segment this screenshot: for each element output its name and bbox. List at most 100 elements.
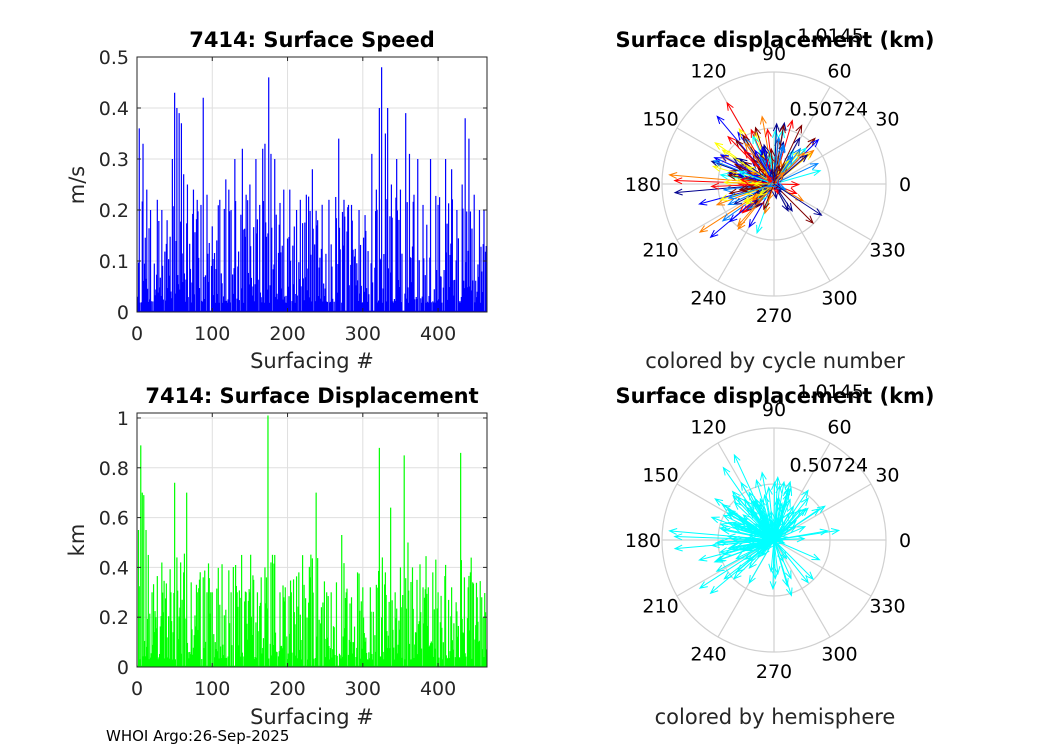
speed-x-tick-labels: 0 100 200 300 400 xyxy=(131,323,456,345)
displacement-arrow xyxy=(773,164,781,185)
rose-cycle-angle-label: 0 xyxy=(899,174,911,196)
displacement-title: 7414: Surface Displacement xyxy=(145,384,478,408)
speed-title: 7414: Surface Speed xyxy=(189,28,435,52)
displacement-x-label: Surfacing # xyxy=(250,705,374,729)
displacement-y-label: km xyxy=(65,524,89,557)
rose-cycle-angle-label: 210 xyxy=(642,240,678,262)
speed-x-tick: 0 xyxy=(131,323,143,345)
displacement-y-tick: 0.2 xyxy=(99,607,129,629)
rose-hemisphere-angle-label: 150 xyxy=(642,465,678,487)
rose-hemisphere-arrows xyxy=(668,453,841,597)
rose-cycle-angle-label: 330 xyxy=(869,240,905,262)
rose-hemisphere-ring-label: 1.0145 xyxy=(797,381,863,403)
rose-hemisphere-ring-labels: 0.50724 1.0145 xyxy=(790,381,869,477)
displacement-x-tick: 400 xyxy=(420,678,456,700)
speed-y-tick: 0.4 xyxy=(99,98,129,120)
displacement-arrow xyxy=(754,149,775,185)
displacement-arrow xyxy=(771,539,779,580)
rose-cycle-angle-labels: 0 30 60 90 120 150 180 210 240 270 300 3… xyxy=(625,43,911,327)
displacement-arrow xyxy=(773,516,780,541)
displacement-y-tick: 1 xyxy=(117,408,129,430)
displacement-y-tick: 0.6 xyxy=(99,508,129,530)
rose-hemisphere-angle-label: 330 xyxy=(869,596,905,618)
speed-y-tick: 0.3 xyxy=(99,149,129,171)
displacement-bars xyxy=(137,415,487,667)
displacement-chart: 7414: Surface Displacement 0 100 200 300… xyxy=(65,384,488,729)
rose-hemisphere-angle-label: 0 xyxy=(899,530,911,552)
displacement-arrow xyxy=(758,183,775,197)
displacement-arrow xyxy=(727,183,775,200)
rose-cycle-angle-label: 270 xyxy=(756,305,792,327)
rose-cycle-angle-label: 90 xyxy=(762,43,786,65)
displacement-arrow xyxy=(773,539,821,561)
displacement-arrow xyxy=(773,124,803,185)
rose-cycle-chart: Surface displacement (km) 0 30 60 90 120… xyxy=(615,25,934,373)
rose-cycle-title: Surface displacement (km) xyxy=(615,28,934,52)
displacement-arrow xyxy=(737,170,775,185)
displacement-y-tick-labels: 0 0.2 0.4 0.6 0.8 1 xyxy=(99,408,129,679)
speed-y-label: m/s xyxy=(65,166,89,204)
rose-hemisphere-angle-labels: 0 30 60 90 120 150 180 210 240 270 300 3… xyxy=(625,399,911,683)
rose-hemisphere-angle-label: 240 xyxy=(690,643,726,665)
displacement-arrow xyxy=(739,516,775,541)
rose-cycle-ring-labels: 0.50724 1.0145 xyxy=(790,25,869,121)
displacement-arrow xyxy=(760,536,775,544)
displacement-arrow xyxy=(773,539,793,597)
rose-cycle-angle-label: 30 xyxy=(875,109,899,131)
displacement-arrow xyxy=(736,183,775,227)
displacement-arrow xyxy=(768,509,776,541)
rose-hemisphere-angle-label: 180 xyxy=(625,530,661,552)
rose-hemisphere-angle-label: 300 xyxy=(821,643,857,665)
rose-cycle-angle-label: 120 xyxy=(690,61,726,83)
displacement-arrow xyxy=(773,169,822,185)
rose-cycle-angle-label: 240 xyxy=(690,287,726,309)
rose-cycle-angle-label: 300 xyxy=(821,287,857,309)
displacement-arrow xyxy=(773,539,814,580)
displacement-x-tick-labels: 0 100 200 300 400 xyxy=(131,678,456,700)
rose-hemisphere-angle-label: 30 xyxy=(875,465,899,487)
speed-y-tick: 0.1 xyxy=(99,251,129,273)
displacement-arrow xyxy=(773,163,820,185)
rose-cycle-angle-label: 60 xyxy=(827,61,851,83)
displacement-x-tick: 0 xyxy=(131,678,143,700)
displacement-arrow xyxy=(723,539,775,580)
displacement-arrow xyxy=(773,497,810,541)
displacement-y-tick: 0.8 xyxy=(99,458,129,480)
rose-hemisphere-angle-label: 270 xyxy=(756,661,792,683)
displacement-x-tick: 200 xyxy=(269,678,305,700)
speed-x-tick: 400 xyxy=(420,323,456,345)
speed-x-tick: 300 xyxy=(345,323,381,345)
displacement-arrow xyxy=(766,174,775,185)
displacement-arrow xyxy=(771,481,778,541)
displacement-arrow xyxy=(773,528,841,541)
rose-cycle-caption: colored by cycle number xyxy=(645,349,905,373)
displacement-arrow xyxy=(773,124,786,185)
displacement-y-tick: 0.4 xyxy=(99,557,129,579)
speed-y-tick: 0.5 xyxy=(99,47,129,69)
displacement-arrow xyxy=(768,147,776,185)
displacement-arrow xyxy=(773,505,826,541)
rose-hemisphere-ring-label: 0.50724 xyxy=(790,455,869,477)
rose-cycle-angle-label: 150 xyxy=(642,109,678,131)
speed-y-tick-labels: 0 0.1 0.2 0.3 0.4 0.5 xyxy=(99,47,129,324)
speed-y-tick: 0.2 xyxy=(99,200,129,222)
displacement-arrow xyxy=(773,486,793,541)
rose-cycle-ring-label: 0.50724 xyxy=(790,99,869,121)
rose-cycle-arrows xyxy=(668,101,823,239)
rose-hemisphere-title: Surface displacement (km) xyxy=(615,384,934,408)
footer-credit: WHOI Argo:26-Sep-2025 xyxy=(106,727,289,745)
rose-hemisphere-angle-label: 60 xyxy=(827,417,851,439)
displacement-ticks xyxy=(136,413,487,668)
displacement-arrow xyxy=(773,180,801,188)
displacement-arrow xyxy=(773,154,809,185)
displacement-y-tick: 0 xyxy=(117,657,129,679)
displacement-axes-box xyxy=(136,412,488,668)
rose-cycle-angle-label: 180 xyxy=(625,174,661,196)
rose-hemisphere-caption: colored by hemisphere xyxy=(655,705,896,729)
displacement-x-tick: 300 xyxy=(345,678,381,700)
rose-hemisphere-angle-label: 210 xyxy=(642,596,678,618)
speed-chart: 7414: Surface Speed 0 100 200 300 400 0 … xyxy=(65,28,488,373)
displacement-arrow xyxy=(748,539,775,585)
speed-x-tick: 200 xyxy=(269,323,305,345)
speed-x-tick: 100 xyxy=(194,323,230,345)
